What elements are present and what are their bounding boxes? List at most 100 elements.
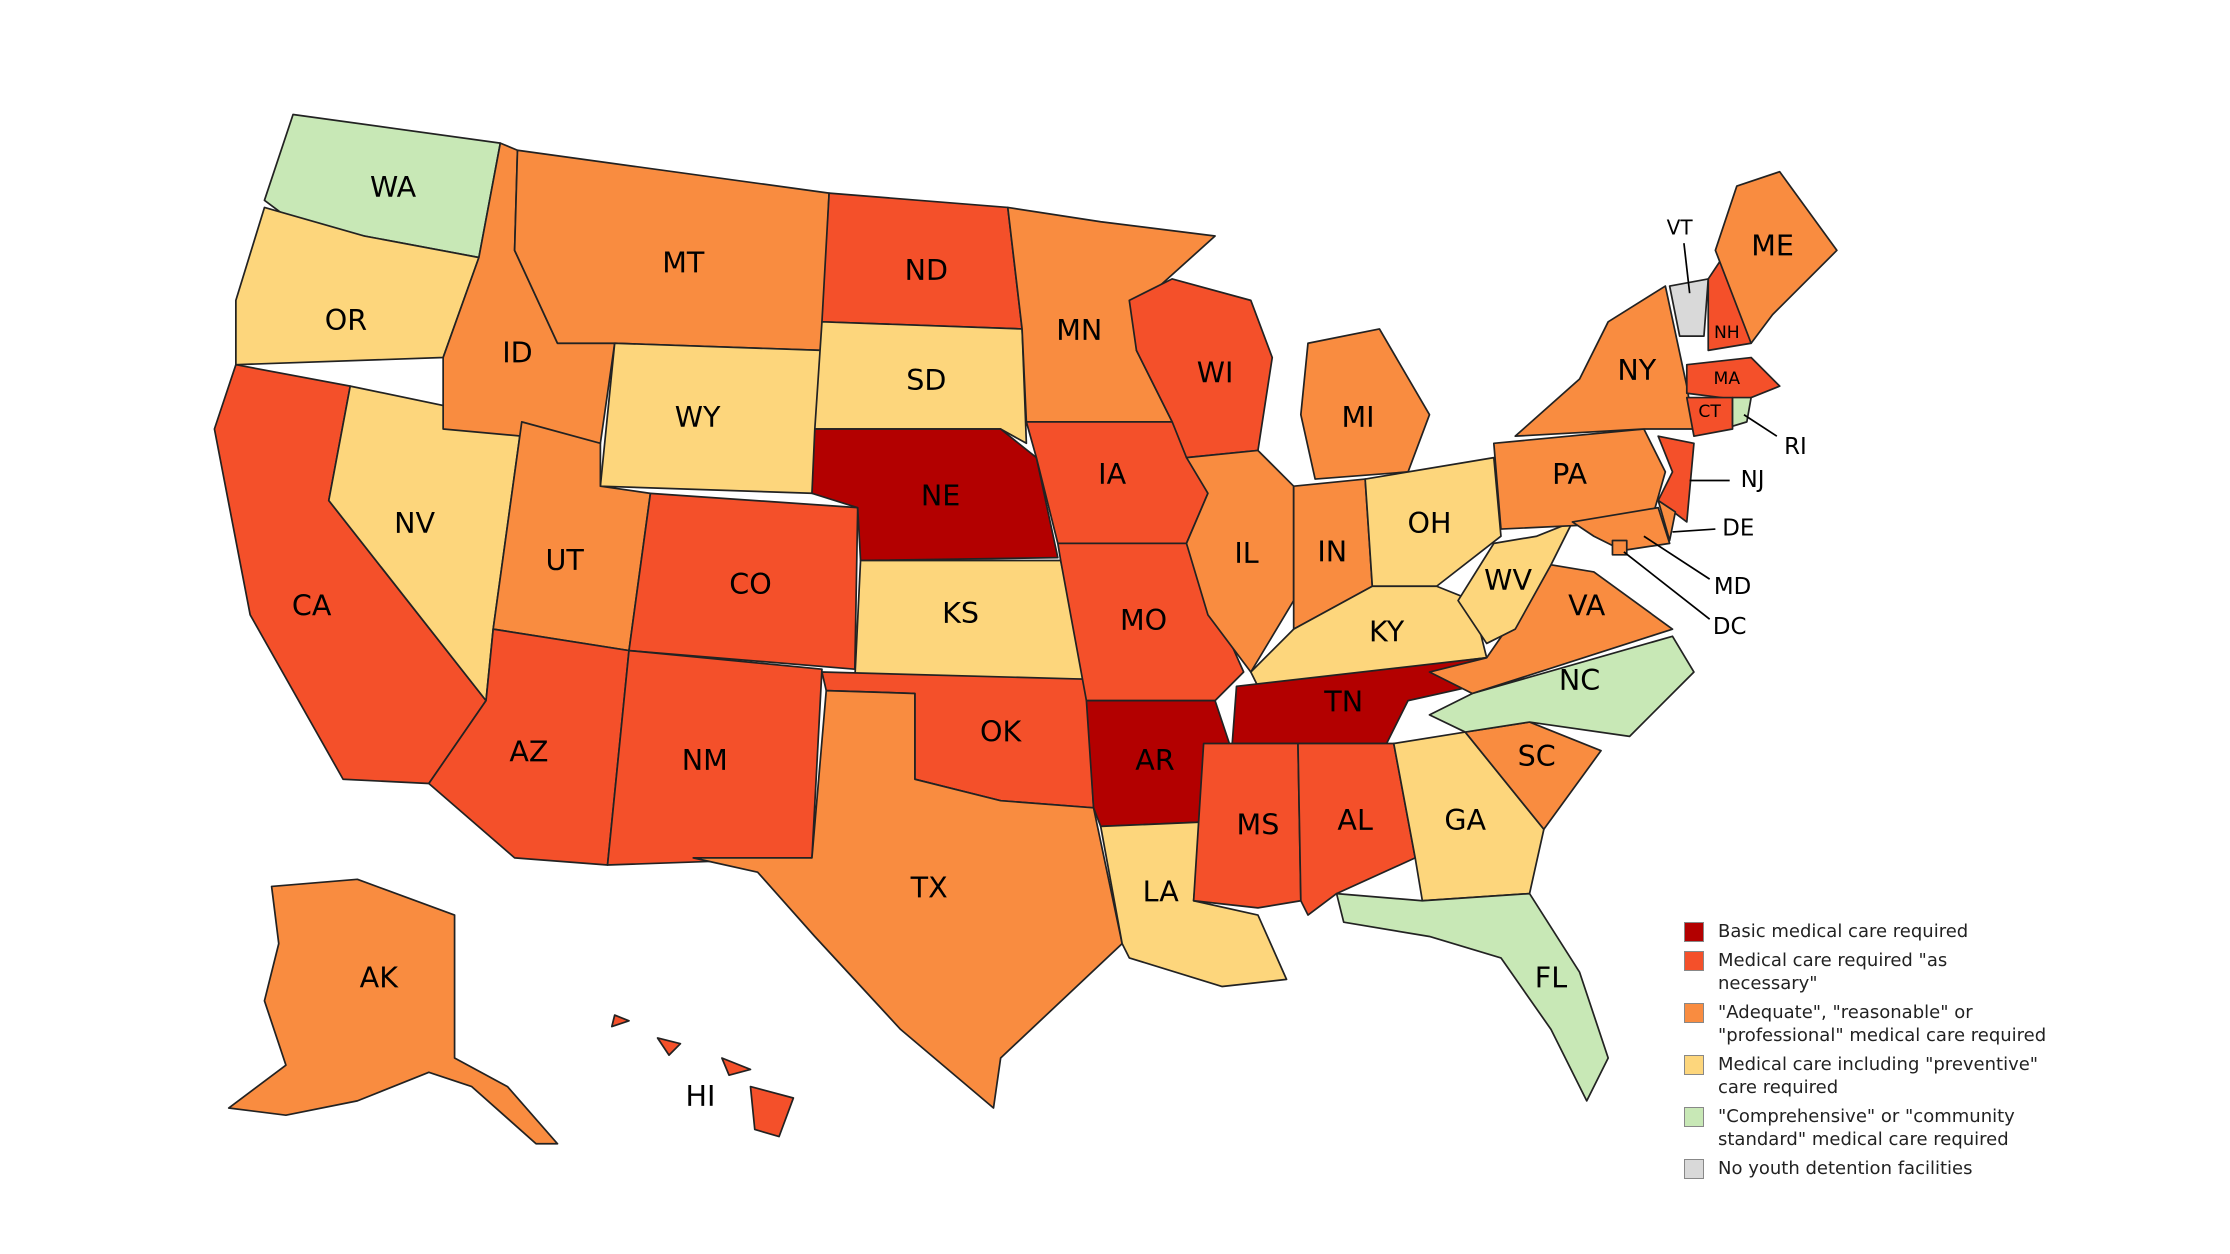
legend-swatch: [1684, 951, 1704, 971]
state-label: CA: [292, 589, 332, 623]
state-label: MO: [1120, 603, 1167, 637]
state-label: NJ: [1741, 467, 1765, 493]
state-label: ME: [1751, 228, 1794, 262]
state-shape: [749, 1085, 795, 1138]
state-label: NE: [921, 479, 960, 513]
state-shape: [1335, 892, 1610, 1102]
state-label: MN: [1056, 313, 1102, 347]
state-shape: [1685, 396, 1734, 438]
state-label: LA: [1143, 875, 1180, 909]
state-label: MA: [1714, 369, 1741, 389]
legend-swatch: [1684, 1055, 1704, 1075]
state-label: UT: [545, 543, 584, 577]
legend-swatch: [1684, 1003, 1704, 1023]
state-label: ND: [905, 253, 948, 287]
state-shape: [656, 1037, 682, 1056]
leader-line: [1643, 535, 1711, 580]
state-label: AK: [360, 960, 400, 994]
state-shape: [1192, 742, 1302, 909]
state-label: GA: [1444, 803, 1486, 837]
legend-item: Medical care including "preventive" care…: [1684, 1053, 2084, 1099]
state-label: TN: [1323, 684, 1363, 718]
state-label: TX: [910, 870, 948, 904]
legend-label: Basic medical care required: [1718, 921, 1969, 942]
legend-label: Medical care required "as necessary": [1718, 950, 1948, 994]
state-label: MD: [1714, 574, 1751, 600]
state-label: IL: [1234, 536, 1258, 570]
state-shape: [1457, 521, 1574, 645]
state-label: RI: [1784, 434, 1807, 460]
state-label: OK: [980, 714, 1022, 748]
legend-swatch: [1684, 1159, 1704, 1179]
state-label: OH: [1407, 506, 1451, 540]
state-shape: [227, 878, 559, 1145]
state-shape: [1668, 278, 1710, 337]
state-label: KY: [1369, 614, 1405, 648]
state-shape: [1514, 285, 1695, 438]
state-label: CO: [729, 567, 771, 601]
state-shape: [1428, 563, 1674, 695]
state-label: SD: [906, 363, 946, 397]
state-label: PA: [1552, 457, 1587, 491]
state-shape: [1428, 635, 1695, 738]
legend-item: No youth detention facilities: [1684, 1157, 2084, 1180]
state-label: NV: [394, 506, 435, 540]
state-shape: [811, 428, 1059, 562]
state-label: MT: [662, 246, 705, 280]
state-shape: [813, 320, 1028, 445]
state-shape: [692, 689, 1124, 1109]
state-label: KS: [942, 596, 979, 630]
leader-line: [1683, 243, 1691, 294]
legend-swatch: [1684, 1107, 1704, 1127]
state-shape: [1364, 456, 1502, 588]
state-label: NH: [1714, 323, 1740, 343]
state-label: MI: [1341, 400, 1374, 434]
state-shape: [1731, 396, 1752, 428]
state-shape: [1571, 506, 1671, 552]
state-label: IN: [1317, 534, 1347, 568]
state-label: OR: [325, 303, 367, 337]
state-shape: [1714, 170, 1838, 345]
state-label: NC: [1559, 663, 1600, 697]
state-label: WI: [1197, 356, 1234, 390]
state-label: AL: [1337, 803, 1373, 837]
state-shape: [610, 1014, 630, 1028]
state-label: FL: [1535, 960, 1567, 994]
leader-line: [1623, 551, 1711, 620]
state-label: NY: [1617, 353, 1656, 387]
state-label: WV: [1484, 563, 1532, 597]
state-label: VA: [1568, 589, 1606, 623]
legend-item: "Adequate", "reasonable" or "professiona…: [1684, 1001, 2084, 1047]
leader-line: [1672, 528, 1716, 533]
state-label: VT: [1667, 215, 1694, 239]
state-label: DE: [1722, 516, 1754, 542]
leader-line: [1743, 414, 1778, 437]
legend-label: No youth detention facilities: [1718, 1158, 1973, 1179]
state-label: SC: [1518, 739, 1556, 773]
state-shape: [1685, 356, 1781, 402]
legend-swatch: [1684, 922, 1704, 942]
state-shape: [1657, 499, 1677, 542]
state-label: CT: [1698, 402, 1721, 422]
state-shape: [1492, 428, 1667, 530]
legend-label: "Adequate", "reasonable" or "professiona…: [1718, 1002, 2047, 1046]
state-label: DC: [1713, 614, 1747, 640]
state-shape: [721, 1057, 752, 1077]
state-label: IA: [1098, 457, 1126, 491]
state-label: ID: [502, 336, 532, 370]
state-label: MS: [1237, 807, 1280, 841]
state-label: HI: [685, 1079, 715, 1113]
legend-item: "Comprehensive" or "community standard" …: [1684, 1105, 2084, 1151]
legend-label: Medical care including "preventive" care…: [1718, 1054, 2039, 1098]
legend: Basic medical care required Medical care …: [1684, 920, 2084, 1186]
state-label: WA: [370, 170, 417, 204]
legend-item: Basic medical care required: [1684, 920, 2084, 943]
legend-label: "Comprehensive" or "community standard" …: [1718, 1106, 2015, 1150]
state-label: AZ: [509, 735, 548, 769]
state-label: NM: [682, 743, 728, 777]
state-label: AR: [1135, 743, 1175, 777]
legend-item: Medical care required "as necessary": [1684, 949, 2084, 995]
state-label: WY: [675, 400, 721, 434]
